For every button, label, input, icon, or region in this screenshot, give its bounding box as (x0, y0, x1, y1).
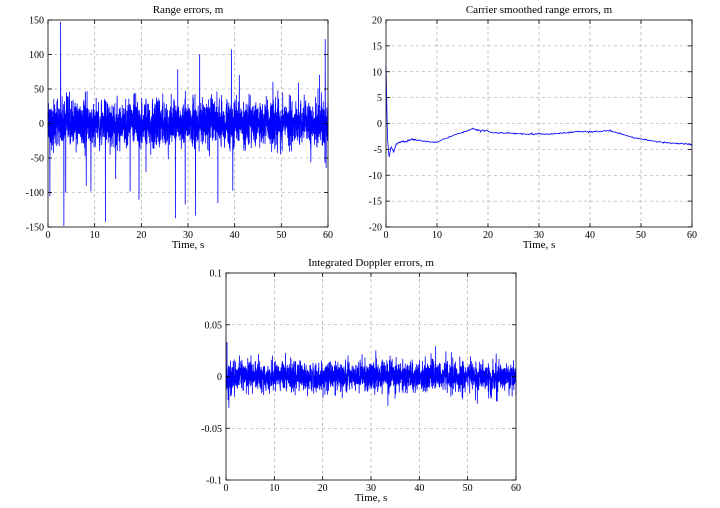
x-tick-label: 30 (534, 230, 544, 241)
series-line-range (47, 21, 329, 227)
chart-range: 0 10 20 30 40 50 60 -150 -100 -50 0 50 100 150 Range e… (26, 4, 333, 251)
y-tick-label: 15 (372, 41, 382, 52)
y-tick-label: 50 (34, 85, 44, 96)
y-tick-label: 0.05 (205, 320, 223, 331)
y-tick-label: -50 (31, 154, 44, 165)
x-tick-label: 40 (585, 230, 595, 241)
chart-title: Integrated Doppler errors, m (308, 257, 434, 269)
y-tick-label: -10 (369, 171, 382, 182)
x-tick-label: 60 (511, 483, 521, 494)
y-tick-label: 0.1 (210, 269, 223, 280)
x-tick-label: 20 (136, 230, 146, 241)
x-tick-label: 0 (224, 483, 229, 494)
x-tick-label: 20 (483, 230, 493, 241)
x-tick-label: 40 (414, 483, 424, 494)
x-axis-label: Time, s (172, 239, 205, 251)
series-line-carrier (385, 66, 693, 158)
y-tick-label: -150 (26, 223, 44, 234)
series-line-doppler (225, 341, 517, 408)
y-tick-label: 0 (39, 119, 44, 130)
y-tick-label: -20 (369, 223, 382, 234)
y-tick-label: -0.05 (201, 424, 222, 435)
x-tick-label: 0 (384, 230, 389, 241)
y-tick-label: -15 (369, 197, 382, 208)
x-tick-label: 0 (46, 230, 51, 241)
x-tick-label: 60 (323, 230, 333, 241)
x-tick-label: 60 (687, 230, 697, 241)
y-tick-label: 150 (29, 16, 44, 27)
x-axis-label: Time, s (523, 239, 556, 251)
x-tick-label: 20 (318, 483, 328, 494)
x-axis-label: Time, s (355, 492, 388, 504)
x-tick-label: 40 (230, 230, 240, 241)
x-tick-label: 50 (463, 483, 473, 494)
x-tick-label: 30 (366, 483, 376, 494)
x-tick-label: 10 (90, 230, 100, 241)
y-tick-label: 0 (217, 372, 222, 383)
x-tick-label: 30 (183, 230, 193, 241)
chart-carrier: 0 10 20 30 40 50 60 -20 -15 -10 -5 0 5 10 15 20 Carrier … (369, 4, 697, 251)
chart-title: Carrier smoothed range errors, m (466, 4, 613, 16)
chart-doppler: 0 10 20 30 40 50 60 -0.1 -0.05 0 0.05 0.1 Integrated… (201, 257, 521, 504)
y-tick-label: 10 (372, 67, 382, 78)
y-tick-label: -100 (26, 188, 44, 199)
x-tick-label: 50 (636, 230, 646, 241)
y-tick-label: -5 (374, 145, 382, 156)
y-tick-label: 100 (29, 50, 44, 61)
x-tick-label: 10 (432, 230, 442, 241)
y-tick-label: 5 (377, 93, 382, 104)
y-tick-label: 20 (372, 16, 382, 27)
x-tick-label: 10 (269, 483, 279, 494)
y-tick-label: -0.1 (206, 476, 222, 487)
y-tick-label: 0 (377, 119, 382, 130)
x-tick-label: 50 (276, 230, 286, 241)
chart-title: Range errors, m (153, 4, 224, 16)
